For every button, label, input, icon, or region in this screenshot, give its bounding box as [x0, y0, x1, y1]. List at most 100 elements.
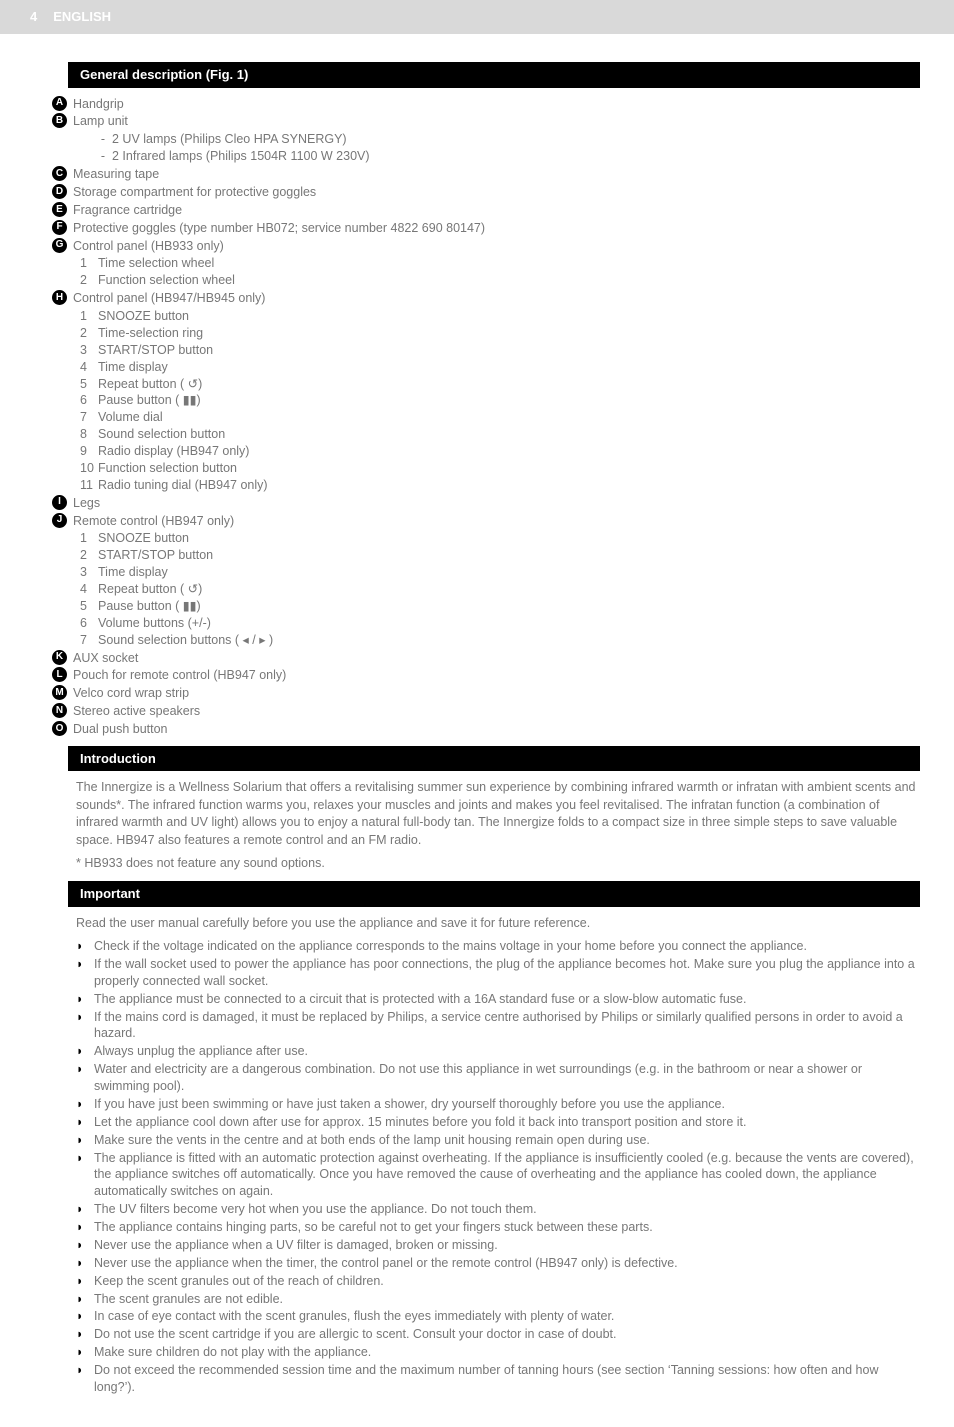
bullet-marker: ◗ [76, 1291, 94, 1308]
introduction-text: The Innergize is a Wellness Solarium tha… [76, 779, 920, 849]
list-item: DStorage compartment for protective gogg… [76, 184, 920, 201]
bullet-text: If you have just been swimming or have j… [94, 1096, 920, 1113]
sub-item: -2 Infrared lamps (Philips 1504R 1100 W … [94, 148, 920, 165]
item-letter-badge: N [52, 703, 67, 718]
list-item: GControl panel (HB933 only) [76, 238, 920, 255]
item-label: Fragrance cartridge [73, 202, 920, 219]
bullet-text: If the wall socket used to power the app… [94, 956, 920, 990]
bullet-marker: ◗ [76, 1255, 94, 1272]
list-item: HControl panel (HB947/HB945 only) [76, 290, 920, 307]
bullet-item: ◗Check if the voltage indicated on the a… [76, 938, 920, 955]
item-letter-badge: G [52, 238, 67, 253]
sub-item: 4Repeat button ( ↺) [80, 581, 920, 598]
sub-item: 5Repeat button ( ↺) [80, 376, 920, 393]
bullet-marker: ◗ [76, 956, 94, 990]
list-item: BLamp unit [76, 113, 920, 130]
important-bullets: ◗Check if the voltage indicated on the a… [76, 938, 920, 1396]
bullet-marker: ◗ [76, 1009, 94, 1043]
bullet-item: ◗Let the appliance cool down after use f… [76, 1114, 920, 1131]
item-label: Velco cord wrap strip [73, 685, 920, 702]
bullet-text: The UV filters become very hot when you … [94, 1201, 920, 1218]
sub-item: 7Sound selection buttons ( ◂ / ▸ ) [80, 632, 920, 649]
item-letter-badge: M [52, 685, 67, 700]
bullet-marker: ◗ [76, 1114, 94, 1131]
item-letter-badge: H [52, 290, 67, 305]
item-label: Control panel (HB933 only) [73, 238, 920, 255]
bullet-item: ◗Make sure children do not play with the… [76, 1344, 920, 1361]
sub-item: 10Function selection button [80, 460, 920, 477]
item-label: Lamp unit [73, 113, 920, 130]
sub-item: 5Pause button ( ▮▮) [80, 598, 920, 615]
item-label: Legs [73, 495, 920, 512]
bullet-item: ◗The appliance must be connected to a ci… [76, 991, 920, 1008]
bullet-text: Keep the scent granules out of the reach… [94, 1273, 920, 1290]
item-label: Protective goggles (type number HB072; s… [73, 220, 920, 237]
important-lead: Read the user manual carefully before yo… [76, 915, 920, 933]
page-header: 4 ENGLISH [0, 0, 954, 34]
sub-item: 2Time-selection ring [80, 325, 920, 342]
page-number: 4 [30, 8, 37, 26]
bullet-text: Always unplug the appliance after use. [94, 1043, 920, 1060]
list-item: MVelco cord wrap strip [76, 685, 920, 702]
list-item: EFragrance cartridge [76, 202, 920, 219]
item-letter-badge: L [52, 667, 67, 682]
bullet-text: Do not exceed the recommended session ti… [94, 1362, 920, 1396]
list-item: KAUX socket [76, 650, 920, 667]
bullet-item: ◗Never use the appliance when the timer,… [76, 1255, 920, 1272]
bullet-marker: ◗ [76, 1237, 94, 1254]
bullet-item: ◗The appliance is fitted with an automat… [76, 1150, 920, 1201]
bullet-marker: ◗ [76, 938, 94, 955]
sub-item: 6Pause button ( ▮▮) [80, 392, 920, 409]
bullet-text: Check if the voltage indicated on the ap… [94, 938, 920, 955]
bullet-item: ◗Water and electricity are a dangerous c… [76, 1061, 920, 1095]
bullet-item: ◗Keep the scent granules out of the reac… [76, 1273, 920, 1290]
general-description-list: AHandgripBLamp unit-2 UV lamps (Philips … [76, 96, 920, 738]
list-item: LPouch for remote control (HB947 only) [76, 667, 920, 684]
section-heading-general: General description (Fig. 1) [68, 62, 920, 88]
item-letter-badge: A [52, 96, 67, 111]
item-letter-badge: E [52, 202, 67, 217]
list-item: ODual push button [76, 721, 920, 738]
bullet-marker: ◗ [76, 1096, 94, 1113]
item-letter-badge: O [52, 721, 67, 736]
bullet-text: The appliance contains hinging parts, so… [94, 1219, 920, 1236]
bullet-item: ◗If the mains cord is damaged, it must b… [76, 1009, 920, 1043]
bullet-text: The scent granules are not edible. [94, 1291, 920, 1308]
item-letter-badge: I [52, 495, 67, 510]
bullet-item: ◗The scent granules are not edible. [76, 1291, 920, 1308]
list-item: NStereo active speakers [76, 703, 920, 720]
bullet-marker: ◗ [76, 1273, 94, 1290]
bullet-text: Never use the appliance when the timer, … [94, 1255, 920, 1272]
page-content: General description (Fig. 1) AHandgripBL… [0, 34, 954, 1427]
bullet-marker: ◗ [76, 1344, 94, 1361]
item-label: Handgrip [73, 96, 920, 113]
bullet-text: Water and electricity are a dangerous co… [94, 1061, 920, 1095]
bullet-marker: ◗ [76, 1061, 94, 1095]
item-letter-badge: D [52, 184, 67, 199]
introduction-footnote: * HB933 does not feature any sound optio… [76, 855, 920, 873]
bullet-text: The appliance is fitted with an automati… [94, 1150, 920, 1201]
sub-item: 1Time selection wheel [80, 255, 920, 272]
bullet-marker: ◗ [76, 1043, 94, 1060]
list-item: AHandgrip [76, 96, 920, 113]
item-letter-badge: B [52, 113, 67, 128]
section-heading-important: Important [68, 881, 920, 907]
item-letter-badge: J [52, 513, 67, 528]
item-label: Control panel (HB947/HB945 only) [73, 290, 920, 307]
sub-item: 4Time display [80, 359, 920, 376]
sub-item: 1SNOOZE button [80, 530, 920, 547]
bullet-text: If the mains cord is damaged, it must be… [94, 1009, 920, 1043]
sub-item: 2Function selection wheel [80, 272, 920, 289]
section-heading-introduction: Introduction [68, 746, 920, 772]
bullet-text: Do not use the scent cartridge if you ar… [94, 1326, 920, 1343]
item-label: Storage compartment for protective goggl… [73, 184, 920, 201]
bullet-marker: ◗ [76, 991, 94, 1008]
sub-item: 8Sound selection button [80, 426, 920, 443]
bullet-item: ◗The appliance contains hinging parts, s… [76, 1219, 920, 1236]
item-letter-badge: K [52, 650, 67, 665]
bullet-item: ◗Make sure the vents in the centre and a… [76, 1132, 920, 1149]
sub-item: 1SNOOZE button [80, 308, 920, 325]
bullet-text: Never use the appliance when a UV filter… [94, 1237, 920, 1254]
bullet-text: Let the appliance cool down after use fo… [94, 1114, 920, 1131]
bullet-marker: ◗ [76, 1201, 94, 1218]
